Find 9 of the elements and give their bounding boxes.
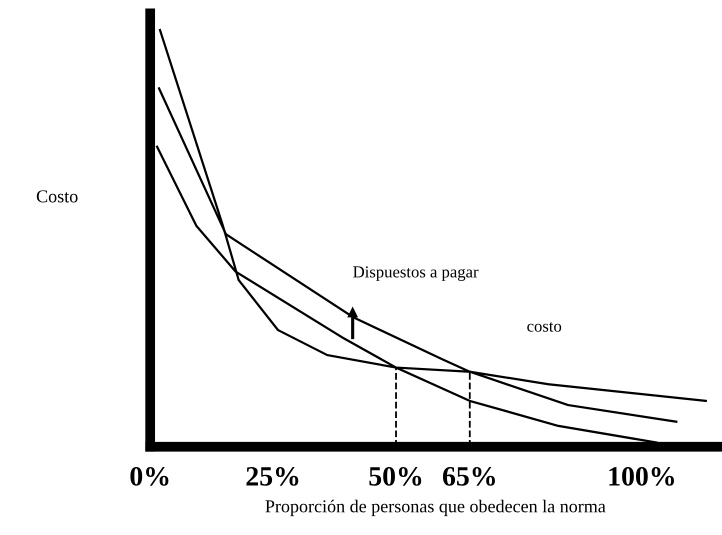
x-tick-label: 65% — [442, 466, 495, 486]
x-tick-label: 25% — [246, 466, 298, 486]
x-tick-label: 50% — [369, 466, 422, 486]
x-axis-title: Proporción de personas que obedecen la norma — [265, 500, 606, 516]
annotation: costo — [527, 322, 562, 332]
x-tick-label: 100% — [609, 466, 674, 486]
y-axis-title: Costo — [36, 190, 78, 202]
annotation: Dispuestos a pagar — [353, 266, 478, 281]
x-tick-label: 0% — [130, 466, 168, 486]
